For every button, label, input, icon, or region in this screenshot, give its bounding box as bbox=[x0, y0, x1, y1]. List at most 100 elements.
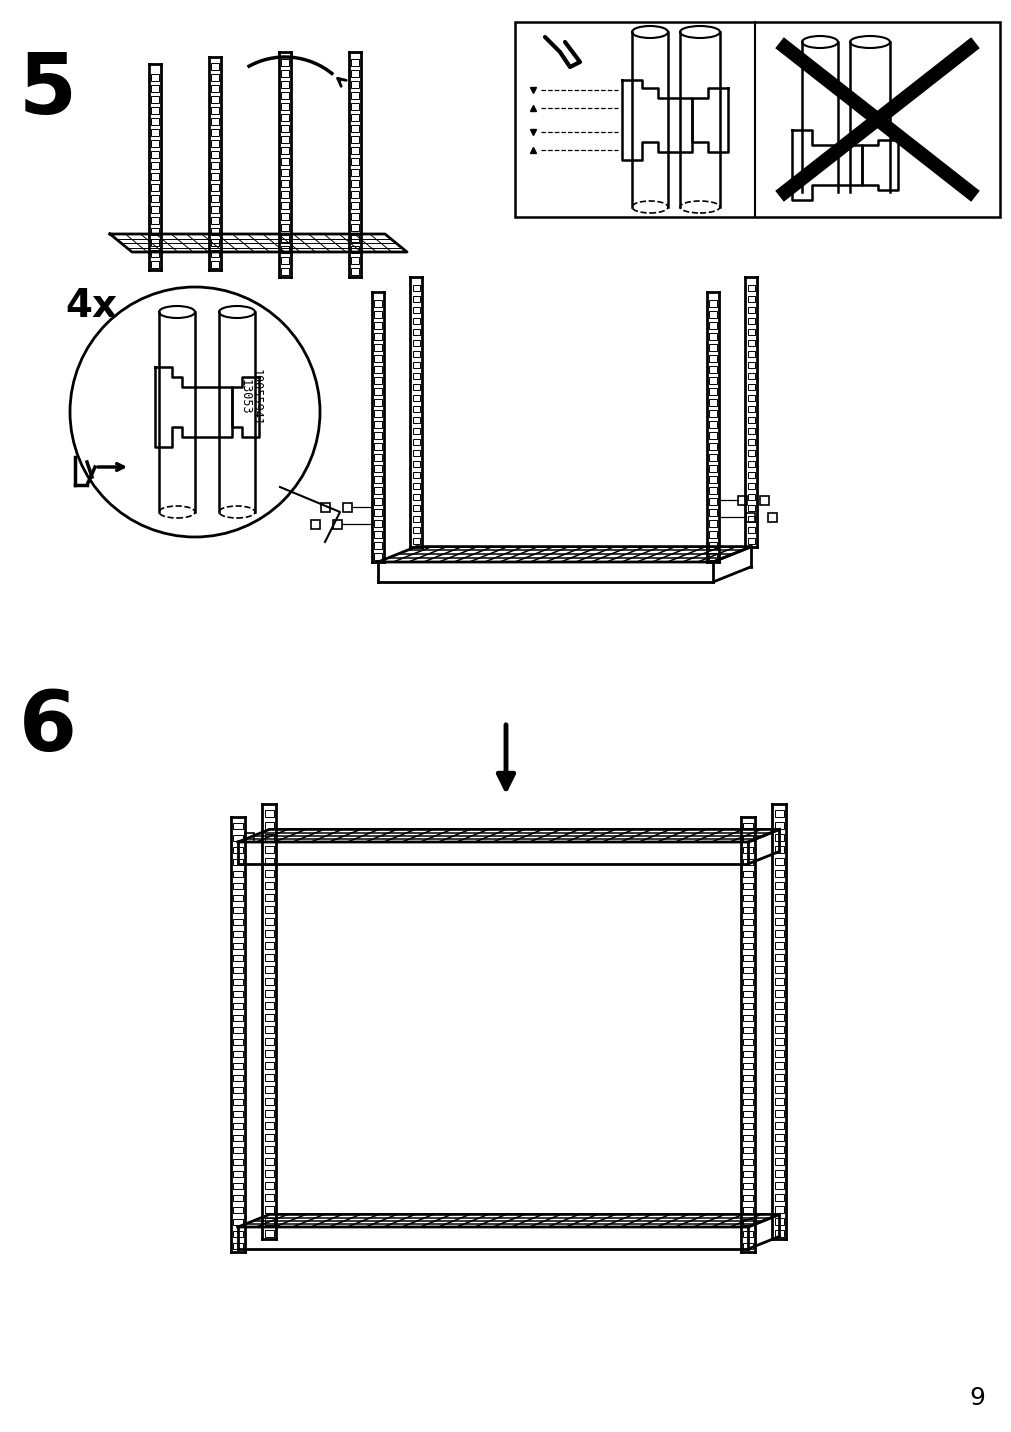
Bar bbox=[151, 173, 159, 179]
Bar bbox=[151, 162, 159, 169]
Bar bbox=[234, 919, 243, 925]
Bar bbox=[211, 173, 218, 179]
Bar bbox=[151, 185, 159, 190]
Bar bbox=[774, 1027, 784, 1032]
Ellipse shape bbox=[849, 36, 889, 49]
Bar bbox=[709, 553, 716, 560]
Bar bbox=[774, 1038, 784, 1045]
Bar bbox=[281, 258, 288, 263]
Bar bbox=[234, 1230, 243, 1237]
Bar bbox=[234, 1158, 243, 1166]
Bar bbox=[743, 1243, 752, 1249]
Bar bbox=[234, 1063, 243, 1070]
Bar bbox=[211, 152, 218, 158]
Bar bbox=[351, 169, 359, 176]
Bar bbox=[211, 185, 218, 190]
Bar bbox=[743, 1111, 752, 1117]
Bar bbox=[743, 1158, 752, 1166]
Bar bbox=[151, 195, 159, 202]
Bar bbox=[774, 1194, 784, 1201]
Text: 4x: 4x bbox=[65, 286, 117, 325]
Bar bbox=[774, 1134, 784, 1141]
Bar bbox=[351, 246, 359, 252]
Bar bbox=[234, 1194, 243, 1201]
Bar bbox=[709, 367, 716, 372]
Bar bbox=[743, 1134, 752, 1141]
Bar bbox=[351, 103, 359, 110]
Bar bbox=[709, 301, 716, 306]
Bar bbox=[351, 202, 359, 209]
Bar bbox=[774, 990, 784, 997]
Bar bbox=[351, 180, 359, 186]
Bar bbox=[211, 206, 218, 212]
Bar bbox=[234, 871, 243, 878]
Bar bbox=[265, 1158, 274, 1164]
Bar bbox=[211, 162, 218, 169]
Bar bbox=[281, 115, 288, 120]
Bar bbox=[412, 384, 420, 390]
Bar bbox=[774, 1219, 784, 1224]
Bar bbox=[211, 140, 218, 146]
Bar bbox=[743, 1194, 752, 1201]
Bar bbox=[774, 1110, 784, 1117]
Ellipse shape bbox=[159, 306, 195, 318]
Bar bbox=[281, 235, 288, 242]
Bar bbox=[774, 1181, 784, 1189]
Bar bbox=[709, 421, 716, 428]
Bar bbox=[265, 942, 274, 949]
Bar bbox=[709, 531, 716, 537]
Bar bbox=[211, 129, 218, 136]
Bar bbox=[351, 213, 359, 219]
Bar bbox=[743, 835, 752, 842]
Bar bbox=[265, 822, 274, 829]
Bar bbox=[709, 322, 716, 328]
Bar bbox=[246, 832, 254, 842]
Bar bbox=[746, 513, 755, 521]
Bar bbox=[774, 942, 784, 949]
Bar bbox=[709, 543, 716, 548]
Bar bbox=[743, 955, 752, 961]
Bar bbox=[743, 1063, 752, 1070]
Bar bbox=[343, 503, 352, 511]
Bar bbox=[281, 136, 288, 143]
Bar bbox=[743, 1074, 752, 1081]
Bar bbox=[151, 251, 159, 256]
Bar bbox=[234, 1027, 243, 1034]
Bar bbox=[743, 895, 752, 901]
Bar bbox=[709, 487, 716, 494]
Bar bbox=[351, 115, 359, 120]
Bar bbox=[265, 1110, 274, 1117]
Bar bbox=[412, 494, 420, 500]
Bar bbox=[281, 246, 288, 252]
Bar bbox=[747, 339, 754, 347]
Bar bbox=[151, 119, 159, 125]
Bar bbox=[774, 822, 784, 829]
Bar bbox=[743, 1230, 752, 1237]
Bar bbox=[743, 967, 752, 974]
Bar bbox=[151, 86, 159, 92]
Bar bbox=[374, 498, 381, 504]
Bar bbox=[211, 218, 218, 223]
Bar bbox=[234, 835, 243, 842]
Ellipse shape bbox=[218, 505, 255, 518]
Bar bbox=[265, 1194, 274, 1201]
Bar bbox=[265, 1098, 274, 1104]
Bar bbox=[743, 1207, 752, 1213]
Bar bbox=[743, 919, 752, 925]
Bar bbox=[374, 477, 381, 483]
Text: 13053: 13053 bbox=[239, 379, 252, 415]
Bar bbox=[709, 411, 716, 417]
Bar bbox=[774, 978, 784, 985]
Bar bbox=[265, 1002, 274, 1008]
Bar bbox=[211, 63, 218, 70]
Bar bbox=[774, 954, 784, 961]
Bar bbox=[351, 93, 359, 99]
Bar bbox=[709, 334, 716, 339]
Bar bbox=[234, 1002, 243, 1010]
Bar bbox=[412, 329, 420, 335]
Bar bbox=[747, 483, 754, 490]
Bar bbox=[311, 520, 320, 528]
Bar bbox=[281, 180, 288, 186]
Bar bbox=[747, 395, 754, 401]
Bar bbox=[374, 432, 381, 438]
